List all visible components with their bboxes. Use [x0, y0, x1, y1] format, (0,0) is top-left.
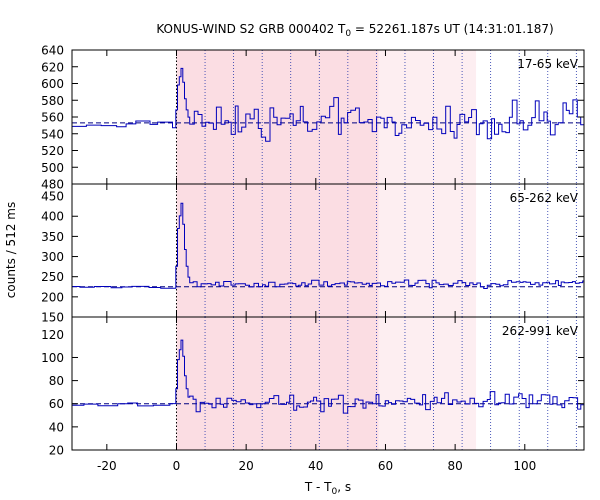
y-tick-label: 640	[41, 44, 64, 58]
light-curve	[72, 339, 584, 414]
x-tick-label: 0	[173, 459, 181, 473]
y-tick-label: 480	[41, 178, 64, 192]
y-tick-label: 120	[41, 328, 64, 342]
x-tick-label: 40	[308, 459, 323, 473]
shaded-interval-1	[176, 184, 379, 317]
x-axis-label-rest: , s	[337, 480, 351, 494]
y-tick-label: 150	[41, 311, 64, 325]
light-curve	[72, 67, 584, 142]
y-axis-label: counts / 512 ms	[4, 202, 18, 298]
panel-frame	[71, 316, 585, 451]
shaded-interval-2	[378, 50, 477, 184]
y-tick-label: 450	[41, 190, 64, 204]
x-tick-label: 80	[447, 459, 462, 473]
x-tick-label: -20	[97, 459, 117, 473]
x-tick-label: 100	[513, 459, 536, 473]
panel-3: 20 40 60 80 100 120 262-991 keV	[41, 316, 585, 458]
shaded-interval-2	[378, 317, 477, 450]
y-tick-label: 600	[41, 77, 64, 91]
x-tick-label: 20	[239, 459, 254, 473]
chart-title-main: KONUS-WIND S2 GRB 000402 T	[156, 22, 346, 36]
y-tick-label: 40	[49, 420, 64, 434]
y-tick-label: 500	[41, 161, 64, 175]
y-tick-label: 300	[41, 250, 64, 264]
panel-2: 150 200 250 300 350 400 450 65-262 keV	[41, 183, 585, 325]
y-tick-label: 60	[49, 397, 64, 411]
y-tick-label: 540	[41, 127, 64, 141]
x-tick-label: 60	[378, 459, 393, 473]
panel-energy-label: 65-262 keV	[510, 191, 579, 205]
panel-energy-label: 262-991 keV	[502, 324, 579, 338]
y-tick-label: 250	[41, 270, 64, 284]
light-curve	[72, 202, 584, 289]
x-axis-label-main: T - T	[304, 480, 332, 494]
x-axis: -20 0 20 40 60 80 100	[97, 50, 536, 473]
y-tick-label: 560	[41, 111, 64, 125]
y-tick-label: 580	[41, 94, 64, 108]
y-tick-label: 350	[41, 230, 64, 244]
chart-title-subscript: 0	[345, 29, 351, 39]
y-tick-label: 200	[41, 290, 64, 304]
y-tick-label: 100	[41, 351, 64, 365]
chart-title: KONUS-WIND S2 GRB 000402 T0 = 52261.187s…	[156, 22, 553, 39]
chart-title-rest: = 52261.187s UT (14:31:01.187)	[351, 22, 554, 36]
y-tick-label: 620	[41, 60, 64, 74]
x-axis-label-subscript: 0	[332, 487, 338, 497]
y-tick-label: 20	[49, 444, 64, 458]
panel-energy-label: 17-65 keV	[517, 57, 579, 71]
y-tick-label: 520	[41, 144, 64, 158]
shaded-interval-1	[176, 317, 379, 450]
y-tick-label: 400	[41, 210, 64, 224]
y-tick-label: 80	[49, 374, 64, 388]
shaded-interval-2	[378, 184, 477, 317]
x-axis-label: T - T0, s	[304, 480, 351, 497]
panel-1: 480 500 520 540 560 580 600 620 640 17-65 keV	[41, 44, 585, 192]
